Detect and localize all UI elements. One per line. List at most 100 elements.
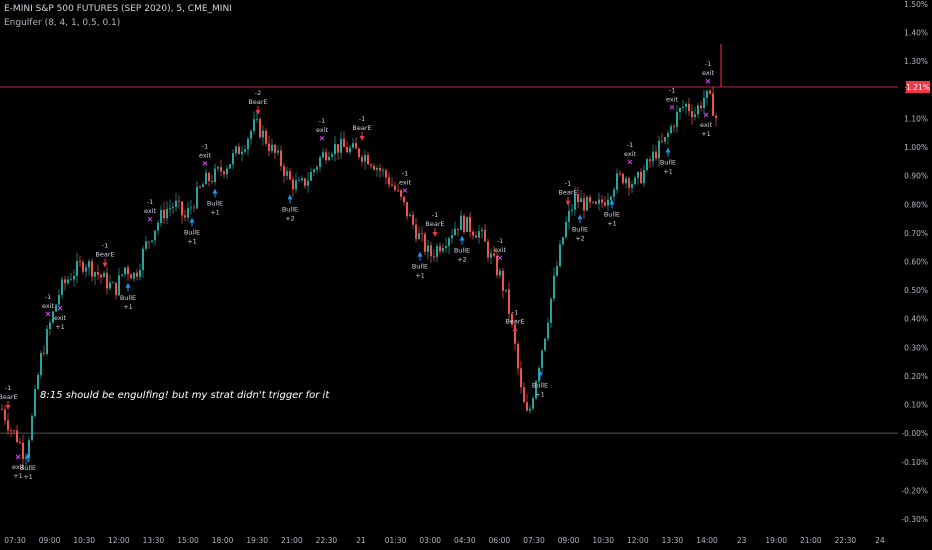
candle-body	[160, 209, 162, 224]
signal-label: exit	[666, 95, 679, 103]
candle-body	[700, 105, 702, 109]
candle-body	[484, 229, 486, 242]
candle-body	[43, 353, 45, 355]
candle-body	[709, 90, 711, 94]
exit-marker	[497, 255, 503, 261]
candle-body	[349, 147, 351, 153]
candle-body	[388, 177, 390, 185]
candle-body	[256, 118, 258, 120]
candle-body	[433, 256, 435, 257]
signal-count: -1	[359, 115, 365, 123]
candle-body	[46, 329, 48, 354]
signal-label: exit	[12, 463, 25, 471]
candle-body	[169, 207, 171, 209]
x-tick-label: 24	[875, 536, 885, 545]
x-tick-label: 09:00	[558, 536, 580, 545]
y-tick-label: 0.60%	[904, 258, 928, 267]
x-tick-label: 09:00	[39, 536, 61, 545]
candle-body	[82, 262, 84, 272]
indicator-legend[interactable]: Engulfer (8, 4, 1, 0.5, 0.1)	[4, 18, 121, 28]
symbol-title: E-MINI S&P 500 FUTURES (SEP 2020), 5, CM…	[4, 4, 232, 14]
long-arrow	[25, 453, 31, 459]
signal-long: BullE+2	[572, 214, 588, 242]
candle-body	[220, 167, 222, 172]
candle-body	[58, 295, 60, 305]
signal-count: +2	[575, 234, 585, 242]
signal-label: exit	[700, 121, 713, 129]
candle-body	[280, 150, 282, 167]
chart-annotation: 8:15 should be engulfing! but my strat d…	[40, 390, 330, 401]
candle-body	[466, 216, 468, 233]
candle-body	[217, 167, 219, 169]
signal-exit: exit-1	[316, 117, 328, 141]
candle-body	[244, 149, 246, 152]
x-tick-label: 21:00	[281, 536, 303, 545]
y-tick-label: 0.50%	[904, 286, 928, 295]
candle-body	[298, 180, 300, 182]
candle-body	[214, 168, 216, 182]
candle-body	[655, 151, 657, 159]
candle-body	[331, 154, 333, 157]
candle-body	[391, 184, 393, 186]
candle-body	[370, 164, 372, 166]
candle-body	[457, 228, 459, 231]
candle-body	[706, 90, 708, 98]
signal-count: -1	[669, 86, 675, 94]
candle-body	[637, 171, 639, 178]
candle-body	[100, 274, 102, 278]
y-tick-label: 1.00%	[904, 143, 928, 152]
candle-body	[184, 215, 186, 218]
candle-body	[376, 168, 378, 170]
signal-long: BullE+1	[120, 282, 136, 311]
candle-body	[232, 153, 234, 165]
candle-body	[10, 430, 12, 431]
candle-body	[601, 199, 603, 203]
candle-body	[562, 237, 564, 245]
x-tick-label: 15:00	[177, 536, 199, 545]
signal-exit: exit-1	[399, 170, 411, 193]
candle-body	[472, 231, 474, 236]
y-tick-label: 1.40%	[904, 29, 928, 38]
x-tick-label: 23	[737, 536, 747, 545]
candle-body	[31, 415, 33, 441]
candle-body	[115, 282, 117, 296]
candle-body	[508, 289, 510, 314]
candle-body	[163, 209, 165, 219]
candle-body	[547, 322, 549, 339]
candle-body	[328, 156, 330, 161]
candle-body	[712, 93, 714, 116]
candle-body	[526, 402, 528, 411]
candle-body	[136, 272, 138, 277]
candle-body	[568, 210, 570, 222]
candle-body	[616, 173, 618, 190]
candle-body	[205, 172, 207, 185]
signal-count: +1	[123, 303, 133, 311]
candle-body	[223, 171, 225, 175]
signal-count: -1	[147, 198, 153, 206]
signal-label: BullE	[454, 247, 470, 255]
long-arrow	[537, 370, 543, 376]
signal-count: +1	[210, 209, 220, 217]
candle-body	[313, 169, 315, 172]
candle-body	[529, 408, 531, 411]
candle-body	[625, 178, 627, 184]
signal-exit: exit-1	[199, 142, 211, 166]
signal-count: -1	[705, 60, 711, 68]
candle-body	[556, 266, 558, 276]
exit-marker	[57, 305, 63, 311]
candle-body	[523, 387, 525, 403]
candle-body	[661, 140, 663, 142]
candle-body	[715, 115, 717, 119]
candle-body	[394, 185, 396, 191]
candle-body	[247, 138, 249, 150]
y-tick-label: 1.30%	[904, 57, 928, 66]
candle-body	[670, 126, 672, 134]
candle-body	[124, 267, 126, 275]
candle-body	[199, 186, 201, 188]
signal-exit: exit-1	[144, 198, 156, 222]
candle-body	[304, 178, 306, 186]
candle-body	[445, 245, 447, 248]
candle-body	[7, 420, 9, 431]
candle-body	[418, 233, 420, 239]
